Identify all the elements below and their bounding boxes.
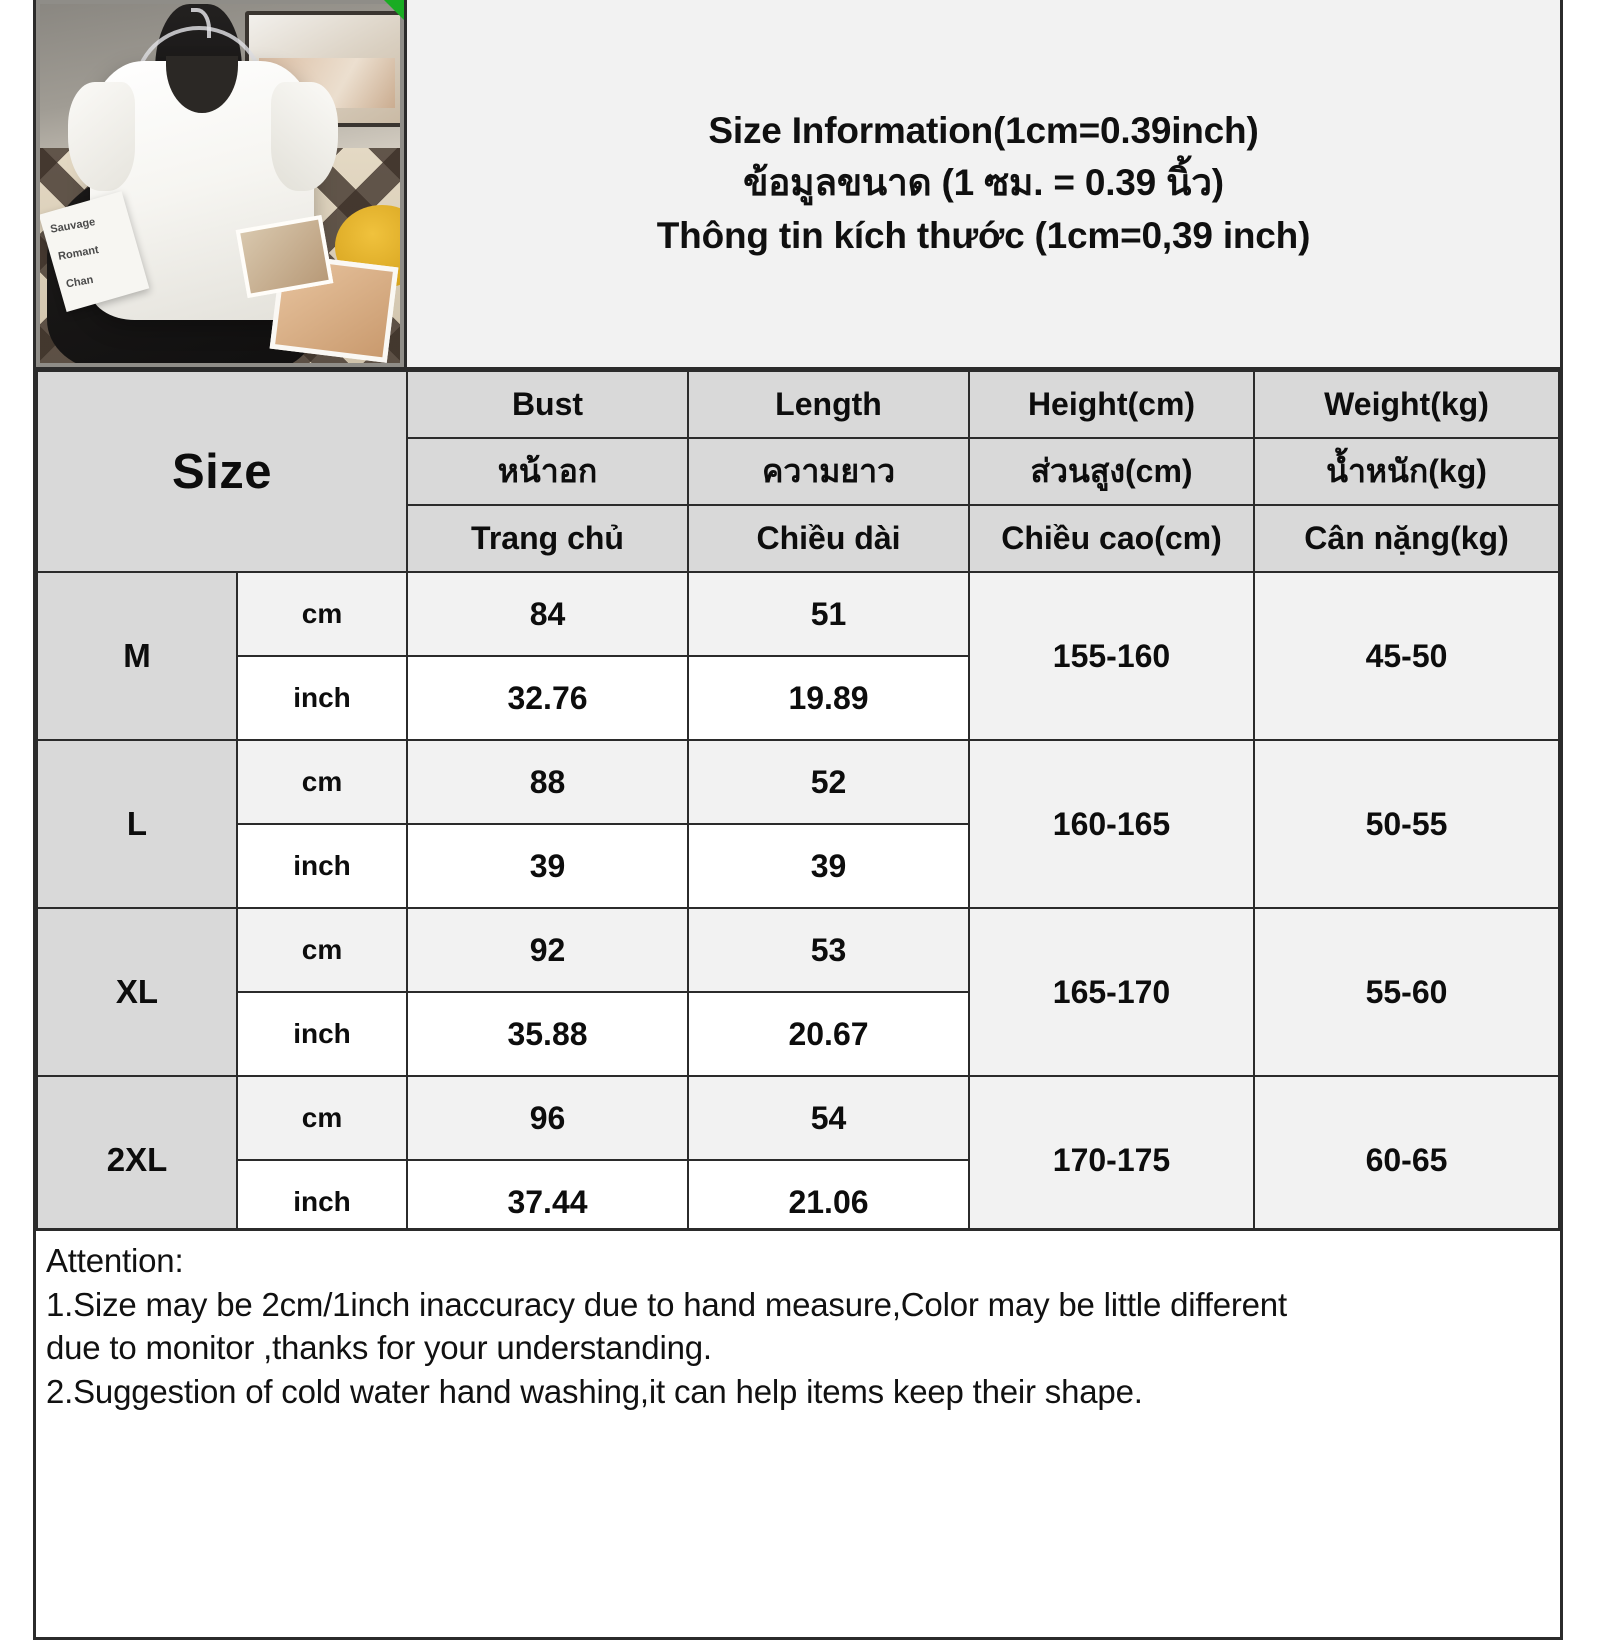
- length-cm-2xl: 54: [687, 1075, 970, 1161]
- weight-l: 50-55: [1253, 739, 1560, 909]
- length-cm-m: 51: [687, 571, 970, 657]
- table-row: 2XL cm 96 54 170-175 60-65: [36, 1075, 1560, 1245]
- attention-heading: Attention:: [46, 1242, 184, 1279]
- product-photo-image: Sauvage Romant Chan: [40, 4, 400, 363]
- unit-inch-m: inch: [236, 655, 408, 741]
- photo-tshirt-left-sleeve: [68, 82, 136, 191]
- header-row-vi: Trang chủ Chiều dài Chiều cao(cm) Cân nặ…: [37, 504, 1560, 573]
- unit-cm-xl: cm: [236, 907, 408, 993]
- top-band: Sauvage Romant Chan Size Information(1cm…: [36, 0, 1560, 370]
- attention-block: Attention: 1.Size may be 2cm/1inch inacc…: [36, 1228, 1560, 1414]
- length-inch-xl: 20.67: [687, 991, 970, 1077]
- weight-2xl: 60-65: [1253, 1075, 1560, 1245]
- photo-tshirt-right-sleeve: [271, 82, 339, 191]
- table-row: XL cm 92 53 165-170 55-60: [36, 907, 1560, 1077]
- unit-inch-xl: inch: [236, 991, 408, 1077]
- size-chart-page: Sauvage Romant Chan Size Information(1cm…: [0, 0, 1600, 1600]
- attention-note-1-line-1: 1.Size may be 2cm/1inch inaccuracy due t…: [46, 1285, 1287, 1323]
- bust-cm-2xl: 96: [406, 1075, 689, 1161]
- header-length-en: Length: [687, 370, 970, 439]
- unit-cm-l: cm: [236, 739, 408, 825]
- table-row: inch 39 39: [37, 823, 1559, 909]
- header-height-th: ส่วนสูง(cm): [968, 437, 1255, 506]
- bust-cm-xl: 92: [406, 907, 689, 993]
- height-m: 155-160: [968, 571, 1255, 741]
- title-line-vi: Thông tin kích thước (1cm=0,39 inch): [656, 214, 1311, 256]
- unit-inch-l: inch: [236, 823, 408, 909]
- header-bust-en: Bust: [406, 370, 689, 439]
- attention-note-2: 2.Suggestion of cold water hand washing,…: [46, 1372, 1143, 1410]
- height-xl: 165-170: [968, 907, 1255, 1077]
- title-banner: Size Information(1cm=0.39inch) ข้อมูลขนา…: [407, 0, 1560, 370]
- bust-inch-m: 32.76: [406, 655, 689, 741]
- header-row-en: Size Bust Length Height(cm) Weight(kg): [36, 370, 1560, 573]
- header-height-en: Height(cm): [968, 370, 1255, 439]
- header-weight-en: Weight(kg): [1253, 370, 1560, 439]
- bust-cm-m: 84: [406, 571, 689, 657]
- header-bust-th: หน้าอก: [406, 437, 689, 506]
- table-row: M cm 84 51 155-160 45-50: [36, 571, 1560, 741]
- size-label-l: L: [36, 739, 238, 909]
- length-cm-l: 52: [687, 739, 970, 825]
- photo-paper-line-2: Romant: [57, 244, 100, 264]
- size-label-m: M: [36, 571, 238, 741]
- unit-cm-2xl: cm: [236, 1075, 408, 1161]
- table-row: L cm 88 52 160-165 50-55: [36, 739, 1560, 909]
- bust-inch-l: 39: [406, 823, 689, 909]
- length-inch-m: 19.89: [687, 655, 970, 741]
- attention-note-1-line-2: due to monitor ,thanks for your understa…: [46, 1329, 712, 1367]
- title-line-en: Size Information(1cm=0.39inch): [708, 110, 1259, 152]
- length-inch-l: 39: [687, 823, 970, 909]
- size-header-cell: Size: [36, 370, 408, 573]
- title-line-th: ข้อมูลขนาด (1 ซม. = 0.39 นิ้ว): [743, 162, 1224, 204]
- height-2xl: 170-175: [968, 1075, 1255, 1245]
- weight-m: 45-50: [1253, 571, 1560, 741]
- header-bust-vi: Trang chủ: [406, 504, 689, 573]
- bust-cm-l: 88: [406, 739, 689, 825]
- length-cm-xl: 53: [687, 907, 970, 993]
- header-length-th: ความยาว: [687, 437, 970, 506]
- unit-cm-m: cm: [236, 571, 408, 657]
- size-table: Size Bust Length Height(cm) Weight(kg) ห…: [36, 370, 1560, 1245]
- weight-xl: 55-60: [1253, 907, 1560, 1077]
- header-weight-vi: Cân nặng(kg): [1253, 504, 1560, 573]
- size-label-2xl: 2XL: [36, 1075, 238, 1245]
- header-weight-th: น้ำหนัก(kg): [1253, 437, 1560, 506]
- table-row: inch 32.76 19.89: [37, 655, 1559, 741]
- header-length-vi: Chiều dài: [687, 504, 970, 573]
- height-l: 160-165: [968, 739, 1255, 909]
- green-corner-flag-icon: [384, 0, 404, 20]
- photo-paper-line-1: Sauvage: [49, 216, 96, 237]
- photo-tshirt-neckline: [166, 56, 238, 114]
- header-height-vi: Chiều cao(cm): [968, 504, 1255, 573]
- photo-paper-line-3: Chan: [64, 274, 95, 292]
- size-chart-frame: Sauvage Romant Chan Size Information(1cm…: [33, 0, 1563, 1640]
- table-row: inch 35.88 20.67: [37, 991, 1559, 1077]
- product-photo: Sauvage Romant Chan: [36, 0, 407, 370]
- size-label-xl: XL: [36, 907, 238, 1077]
- photo-hanger-hook: [191, 7, 212, 38]
- bust-inch-xl: 35.88: [406, 991, 689, 1077]
- header-row-th: หน้าอก ความยาว ส่วนสูง(cm) น้ำหนัก(kg): [37, 437, 1560, 506]
